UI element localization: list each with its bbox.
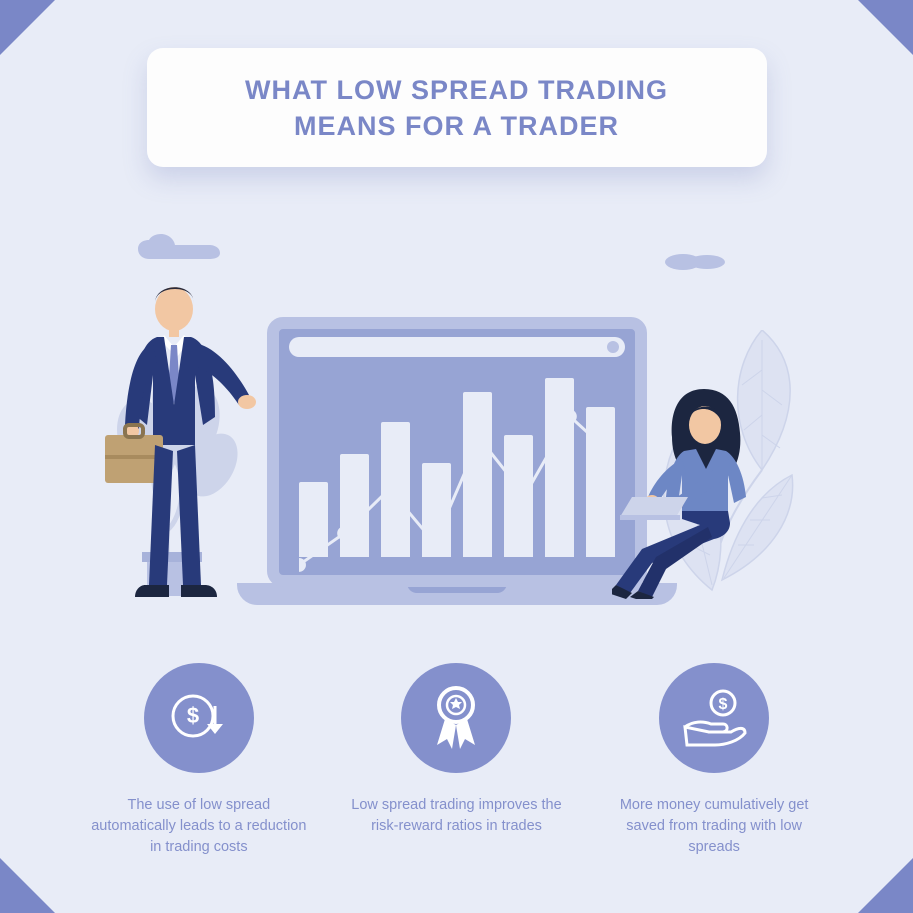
corner-triangle-bl xyxy=(0,858,55,913)
benefit-icon-circle xyxy=(401,663,511,773)
svg-text:$: $ xyxy=(719,696,728,713)
laptop-illustration xyxy=(237,317,677,605)
chart-bar xyxy=(463,392,492,557)
cloud-icon xyxy=(663,250,727,270)
corner-triangle-tr xyxy=(858,0,913,55)
chart-bar xyxy=(381,422,410,557)
benefit-text: The use of low spread automatically lead… xyxy=(84,795,314,858)
svg-text:$: $ xyxy=(187,703,199,728)
businessman-illustration xyxy=(87,275,277,610)
hero-illustration xyxy=(77,215,837,605)
chart-bar xyxy=(422,463,451,557)
chart-bar xyxy=(545,378,574,557)
benefit-text: Low spread trading improves the risk-rew… xyxy=(341,795,571,837)
award-ribbon-icon xyxy=(425,683,487,753)
corner-triangle-tl xyxy=(0,0,55,55)
woman-illustration xyxy=(612,379,792,599)
title-line2: MEANS FOR A TRADER xyxy=(294,111,619,141)
benefit-icon-circle: $ xyxy=(659,663,769,773)
chart-bar xyxy=(299,482,328,557)
benefit-savings: $ More money cumulatively get saved from… xyxy=(599,663,829,858)
dollar-down-icon: $ xyxy=(167,686,231,750)
title-card: WHAT LOW SPREAD TRADING MEANS FOR A TRAD… xyxy=(147,48,767,167)
trend-point xyxy=(299,558,306,572)
corner-triangle-br xyxy=(858,858,913,913)
benefits-row: $ The use of low spread automatically le… xyxy=(0,663,913,858)
benefit-risk-reward: Low spread trading improves the risk-rew… xyxy=(341,663,571,858)
page-title: WHAT LOW SPREAD TRADING MEANS FOR A TRAD… xyxy=(177,72,737,145)
bar-chart xyxy=(299,369,615,557)
chart-bar xyxy=(586,407,615,557)
cloud-icon xyxy=(137,233,225,263)
title-line1: WHAT LOW SPREAD TRADING xyxy=(245,75,668,105)
benefit-text: More money cumulatively get saved from t… xyxy=(599,795,829,858)
chart-bar xyxy=(340,454,369,557)
hand-coin-icon: $ xyxy=(679,687,749,749)
benefit-icon-circle: $ xyxy=(144,663,254,773)
browser-address-bar xyxy=(289,337,625,357)
benefit-cost-reduction: $ The use of low spread automatically le… xyxy=(84,663,314,858)
chart-bar xyxy=(504,435,533,557)
laptop-screen xyxy=(267,317,647,587)
